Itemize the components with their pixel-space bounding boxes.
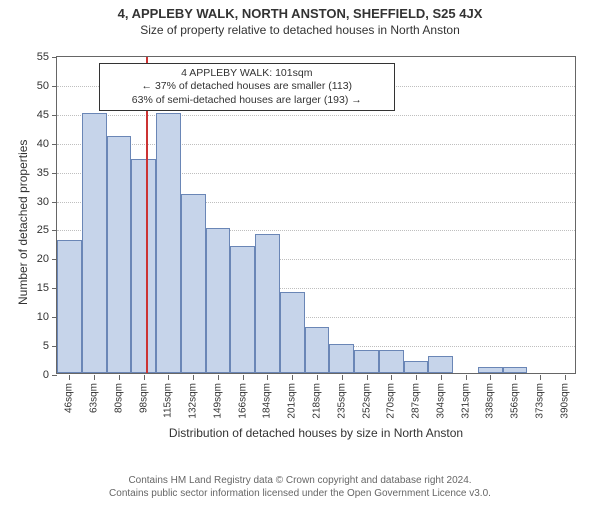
annotation-box: 4 APPLEBY WALK: 101sqm← 37% of detached … [99,63,395,110]
xtick-mark [119,375,120,380]
gridline [57,115,575,116]
xtick-label: 390sqm [559,383,570,419]
xtick-label: 184sqm [262,383,273,419]
histogram-bar [503,367,528,373]
histogram-bar [181,194,206,373]
xtick-mark [515,375,516,380]
xtick-mark [466,375,467,380]
xtick-label: 321sqm [460,383,471,419]
xtick-label: 235sqm [336,383,347,419]
xtick-mark [168,375,169,380]
xtick-label: 218sqm [312,383,323,419]
annotation-line: ← 37% of detached houses are smaller (11… [106,80,388,93]
xtick-label: 98sqm [138,383,149,413]
footnote-line: Contains public sector information licen… [0,488,600,501]
page-title: 4, APPLEBY WALK, NORTH ANSTON, SHEFFIELD… [0,6,600,21]
xtick-mark [490,375,491,380]
xtick-label: 63sqm [89,383,100,413]
footnote-line: Contains HM Land Registry data © Crown c… [0,475,600,488]
xtick-mark [317,375,318,380]
histogram-bar [57,240,82,373]
xtick-mark [565,375,566,380]
plot-area: 051015202530354045505546sqm63sqm80sqm98s… [56,56,576,374]
histogram-bar [131,159,156,373]
ytick-label: 45 [25,109,49,121]
ytick-mark [52,230,57,231]
annotation-line: 63% of semi-detached houses are larger (… [106,94,388,107]
histogram-bar [305,327,330,373]
xtick-label: 115sqm [163,383,174,418]
ytick-label: 10 [25,311,49,323]
ytick-mark [52,144,57,145]
histogram-bar [354,350,379,373]
xtick-label: 356sqm [510,383,521,419]
ytick-label: 25 [25,224,49,236]
histogram-bar [329,344,354,373]
ytick-mark [52,375,57,376]
xtick-label: 252sqm [361,383,372,419]
ytick-label: 15 [25,282,49,294]
chart-container: Number of detached properties 0510152025… [0,46,600,441]
xtick-label: 201sqm [287,383,298,419]
footnote: Contains HM Land Registry data © Crown c… [0,475,600,500]
xtick-mark [193,375,194,380]
ytick-label: 55 [25,51,49,63]
histogram-bar [280,292,305,373]
xtick-label: 46sqm [64,383,75,413]
gridline [57,144,575,145]
histogram-bar [428,356,453,373]
xtick-mark [267,375,268,380]
histogram-bar [206,228,231,373]
xtick-mark [243,375,244,380]
xtick-mark [540,375,541,380]
ytick-mark [52,115,57,116]
xtick-label: 270sqm [386,383,397,419]
annotation-line: 4 APPLEBY WALK: 101sqm [106,67,388,80]
xtick-label: 166sqm [237,383,248,419]
xtick-label: 80sqm [113,383,124,413]
xtick-label: 132sqm [188,383,199,419]
xtick-label: 373sqm [534,383,545,419]
xtick-label: 304sqm [435,383,446,419]
xtick-label: 338sqm [485,383,496,419]
xtick-mark [218,375,219,380]
xtick-mark [416,375,417,380]
ytick-mark [52,57,57,58]
ytick-label: 5 [25,340,49,352]
xtick-mark [441,375,442,380]
y-axis-label: Number of detached properties [16,140,30,305]
histogram-bar [230,246,255,373]
histogram-bar [156,113,181,373]
xtick-mark [292,375,293,380]
xtick-mark [342,375,343,380]
xtick-mark [94,375,95,380]
ytick-mark [52,86,57,87]
page-subtitle: Size of property relative to detached ho… [0,23,600,37]
histogram-bar [82,113,107,373]
ytick-label: 30 [25,196,49,208]
ytick-mark [52,202,57,203]
histogram-bar [107,136,132,373]
ytick-label: 20 [25,253,49,265]
xtick-mark [144,375,145,380]
ytick-label: 40 [25,138,49,150]
histogram-bar [255,234,280,373]
ytick-label: 50 [25,80,49,92]
ytick-mark [52,173,57,174]
histogram-bar [478,367,503,373]
xtick-label: 287sqm [411,383,422,419]
ytick-label: 35 [25,167,49,179]
xtick-mark [367,375,368,380]
histogram-bar [379,350,404,373]
xtick-mark [69,375,70,380]
xtick-mark [391,375,392,380]
ytick-label: 0 [25,369,49,381]
x-axis-label: Distribution of detached houses by size … [56,426,576,440]
histogram-bar [404,361,429,373]
xtick-label: 149sqm [212,383,223,419]
